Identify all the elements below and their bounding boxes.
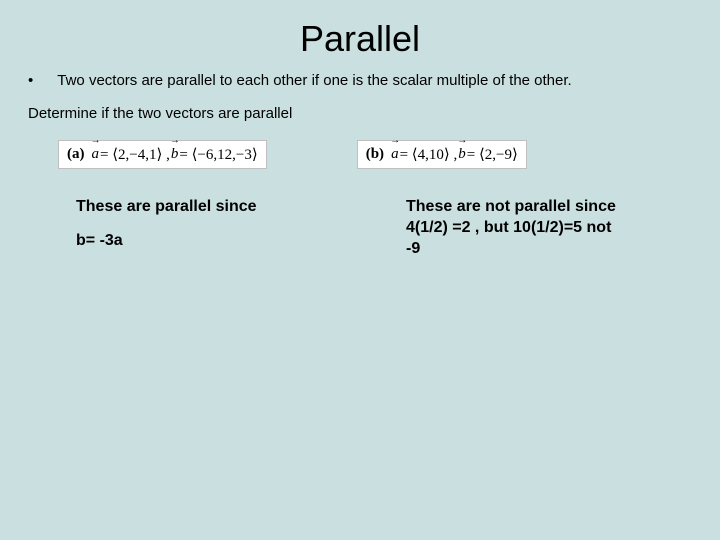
vector-a-var-right: a bbox=[391, 146, 399, 163]
bullet-text: Two vectors are parallel to each other i… bbox=[57, 72, 571, 89]
equation-a-tuple-left: = ⟨2,−4,1⟩ , bbox=[100, 145, 170, 164]
equation-a-container: (a) a = ⟨2,−4,1⟩ , b = ⟨−6,12,−3⟩ bbox=[58, 140, 267, 169]
equation-a-tuple-right: = ⟨−6,12,−3⟩ bbox=[179, 145, 257, 164]
vector-b-var-left: b bbox=[171, 146, 179, 163]
equation-b-container: (b) a = ⟨4,10⟩ , b = ⟨2,−9⟩ bbox=[357, 140, 527, 169]
equation-a-box: (a) a = ⟨2,−4,1⟩ , b = ⟨−6,12,−3⟩ bbox=[58, 140, 267, 169]
answer-a: These are parallel since b= -3a bbox=[76, 197, 306, 259]
equation-b-tuple-left: = ⟨4,10⟩ , bbox=[400, 145, 458, 164]
bullet-row: • Two vectors are parallel to each other… bbox=[0, 68, 720, 101]
answers-row: These are parallel since b= -3a These ar… bbox=[0, 169, 720, 259]
bullet-marker: • bbox=[28, 72, 33, 89]
equation-b-tuple-right: = ⟨2,−9⟩ bbox=[467, 145, 518, 164]
equation-b-label: (b) bbox=[366, 146, 384, 163]
answer-a-line2: b= -3a bbox=[76, 232, 306, 250]
answer-b-text: These are not parallel since 4(1/2) =2 ,… bbox=[406, 197, 616, 259]
vector-b-var-right: b bbox=[458, 146, 466, 163]
equations-row: (a) a = ⟨2,−4,1⟩ , b = ⟨−6,12,−3⟩ (b) a … bbox=[0, 140, 720, 169]
subheading: Determine if the two vectors are paralle… bbox=[0, 101, 720, 140]
equation-a-label: (a) bbox=[67, 146, 85, 163]
answer-a-line1: These are parallel since bbox=[76, 197, 306, 218]
answer-b: These are not parallel since 4(1/2) =2 ,… bbox=[406, 197, 616, 259]
equation-b-box: (b) a = ⟨4,10⟩ , b = ⟨2,−9⟩ bbox=[357, 140, 527, 169]
vector-a-var-left: a bbox=[92, 146, 100, 163]
slide-title: Parallel bbox=[0, 0, 720, 68]
